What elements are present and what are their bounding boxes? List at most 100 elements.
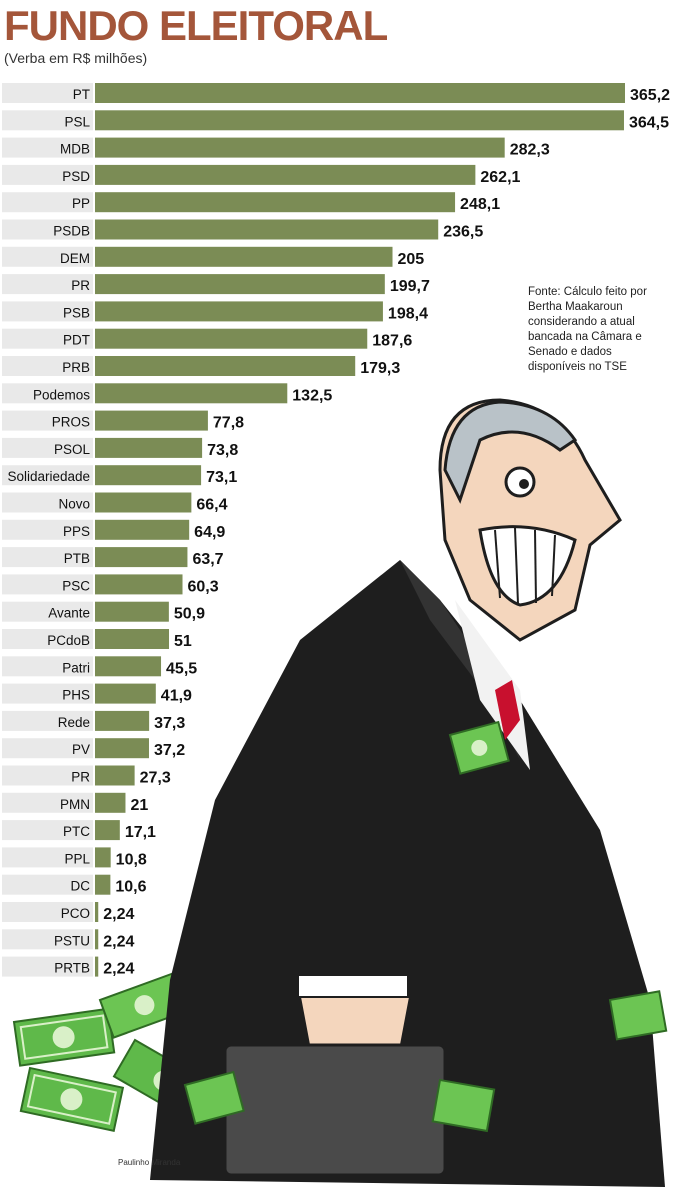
bar <box>95 192 456 213</box>
row-label-bg <box>2 492 93 513</box>
row-label-bg <box>2 437 93 458</box>
bar <box>95 246 393 267</box>
party-label: Podemos <box>33 387 90 402</box>
value-label: 45,5 <box>166 660 197 677</box>
value-label: 236,5 <box>443 224 483 241</box>
value-label: 2,24 <box>103 961 134 978</box>
row-label-bg <box>2 328 93 349</box>
bar <box>95 465 202 486</box>
row-label-bg <box>2 274 93 295</box>
row-label-bg <box>2 629 93 649</box>
row-label-bg <box>2 847 93 868</box>
bar <box>95 765 135 786</box>
row-label-bg <box>2 820 93 841</box>
value-label: 27,3 <box>140 770 171 787</box>
row-label-bg <box>2 219 93 240</box>
bar <box>95 601 169 622</box>
bar <box>95 274 385 295</box>
value-label: 37,2 <box>154 742 185 759</box>
row-label-bg <box>2 83 93 103</box>
party-label: PR <box>71 770 90 785</box>
party-label: PSD <box>62 169 90 184</box>
row-label-bg <box>2 683 93 704</box>
party-label: PPL <box>64 851 90 866</box>
artist-credit: Paulinho Miranda <box>118 1158 181 1167</box>
row-label-bg <box>2 902 93 922</box>
party-label: PT <box>73 87 90 102</box>
party-label: PSTU <box>54 933 90 948</box>
source-note: Fonte: Cálculo feito por Bertha Maakarou… <box>528 286 647 373</box>
bar <box>95 328 368 349</box>
bar <box>95 956 99 977</box>
value-label: 66,4 <box>196 497 227 514</box>
row-label-bg <box>2 110 93 131</box>
row-label-bg <box>2 519 93 540</box>
value-label: 64,9 <box>194 524 225 541</box>
bar <box>95 437 203 458</box>
row-label-bg <box>2 547 93 568</box>
value-label: 364,5 <box>629 114 669 131</box>
bar <box>95 683 156 704</box>
value-label: 262,1 <box>480 169 520 186</box>
party-label: PSC <box>62 578 90 593</box>
bar <box>95 929 99 950</box>
value-label: 41,9 <box>161 688 192 705</box>
bar <box>95 820 120 841</box>
page-title: FUNDO ELEITORAL <box>4 2 388 49</box>
party-label: MDB <box>60 142 90 157</box>
bar <box>95 547 188 568</box>
row-label-bg <box>2 738 93 759</box>
value-label: 198,4 <box>388 305 428 322</box>
party-label: PR <box>71 278 90 293</box>
party-label: DC <box>71 879 91 894</box>
party-label: PDT <box>63 333 90 348</box>
row-label-bg <box>2 956 93 977</box>
bar <box>95 301 383 322</box>
row-label-bg <box>2 874 93 895</box>
party-label: DEM <box>60 251 90 266</box>
party-label: PSDB <box>53 224 90 239</box>
row-label-bg <box>2 765 93 786</box>
value-label: 37,3 <box>154 715 185 732</box>
row-label-bg <box>2 137 93 158</box>
value-label: 73,8 <box>207 442 238 459</box>
value-label: 205 <box>398 251 425 268</box>
party-label: PSL <box>64 114 90 129</box>
party-label: PP <box>72 196 90 211</box>
bar <box>95 110 624 131</box>
red-tie <box>495 680 520 740</box>
party-label: PRB <box>62 360 90 375</box>
head-shape <box>438 398 622 642</box>
value-label: 73,1 <box>206 469 237 486</box>
value-label: 199,7 <box>390 278 430 295</box>
row-label-bg <box>2 656 93 677</box>
bar <box>95 629 170 649</box>
bar <box>95 356 356 376</box>
row-label-bg <box>2 465 93 486</box>
value-label: 282,3 <box>510 142 550 159</box>
bar <box>95 847 111 868</box>
value-label: 10,8 <box>116 851 147 868</box>
party-label: PSOL <box>54 442 91 457</box>
bar <box>95 492 192 513</box>
value-label: 2,24 <box>103 906 134 923</box>
bar <box>95 710 150 731</box>
value-label: 248,1 <box>460 196 500 213</box>
value-label: 2,24 <box>103 933 134 950</box>
row-label-bg <box>2 192 93 213</box>
row-label-bg <box>2 792 93 813</box>
row-label-bg <box>2 246 93 267</box>
bar <box>95 219 439 240</box>
row-label-bg <box>2 929 93 950</box>
value-label: 63,7 <box>192 551 223 568</box>
bar <box>95 792 126 813</box>
party-label: Avante <box>48 606 90 621</box>
party-label: Novo <box>58 497 90 512</box>
row-label-bg <box>2 410 93 431</box>
bar <box>95 656 162 677</box>
row-label-bg <box>2 164 93 185</box>
party-label: PCO <box>61 906 90 921</box>
bar <box>95 902 99 922</box>
